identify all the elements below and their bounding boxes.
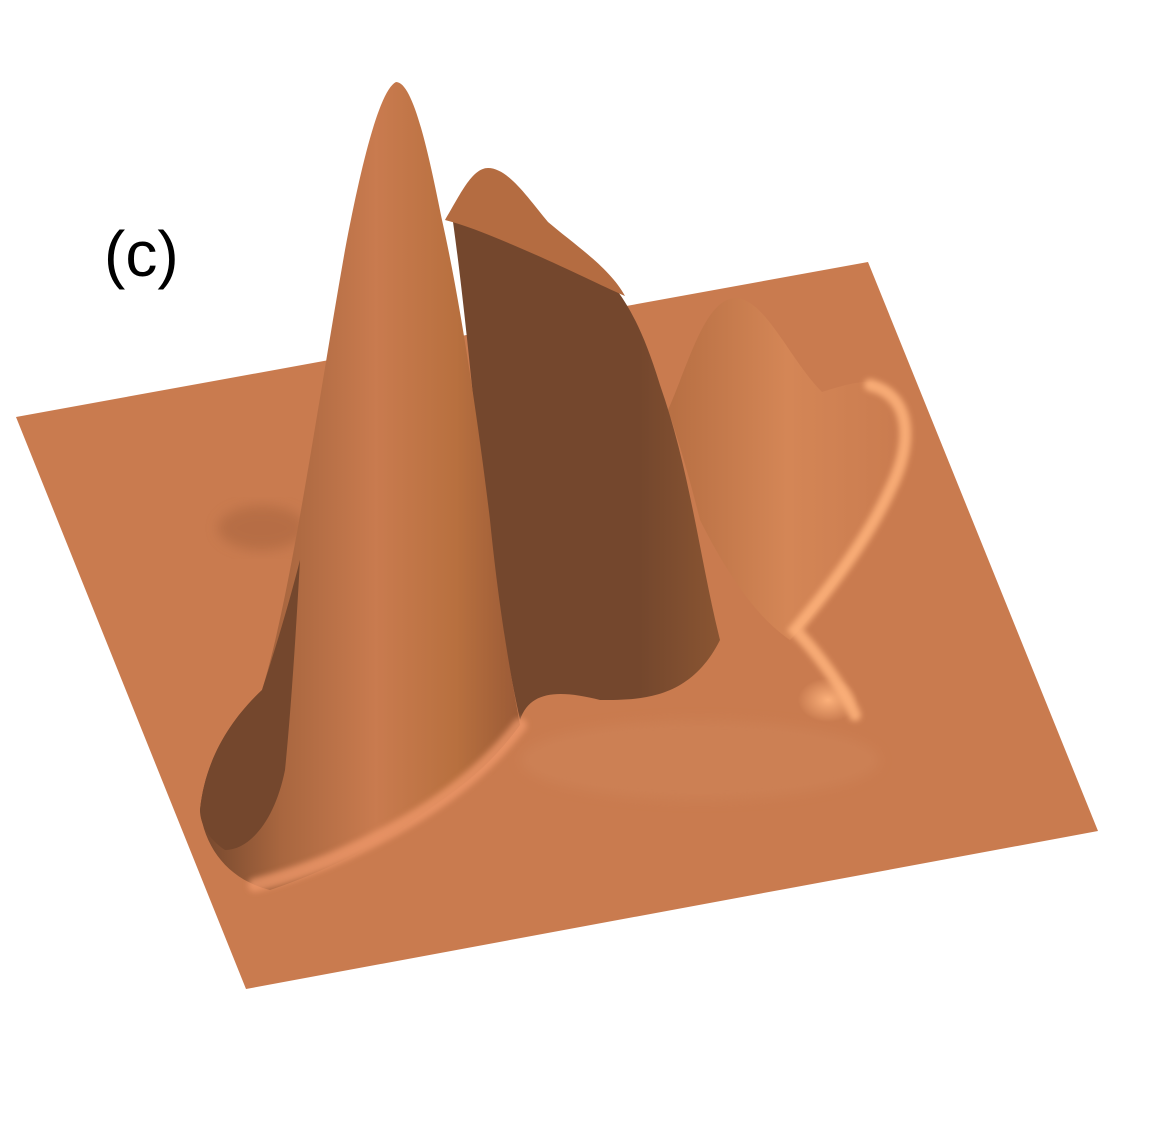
panel-label: (c) [104, 218, 179, 290]
second-peak [445, 168, 625, 296]
plane-dip-shadow [218, 506, 306, 550]
central-shadow-slab [452, 215, 720, 720]
right-rim-highlight [786, 379, 912, 721]
front-rim-highlight [248, 718, 527, 892]
main-peak-left-shade [200, 560, 300, 850]
plane-soft-glow [520, 720, 880, 800]
right-glow-spot [798, 678, 858, 722]
